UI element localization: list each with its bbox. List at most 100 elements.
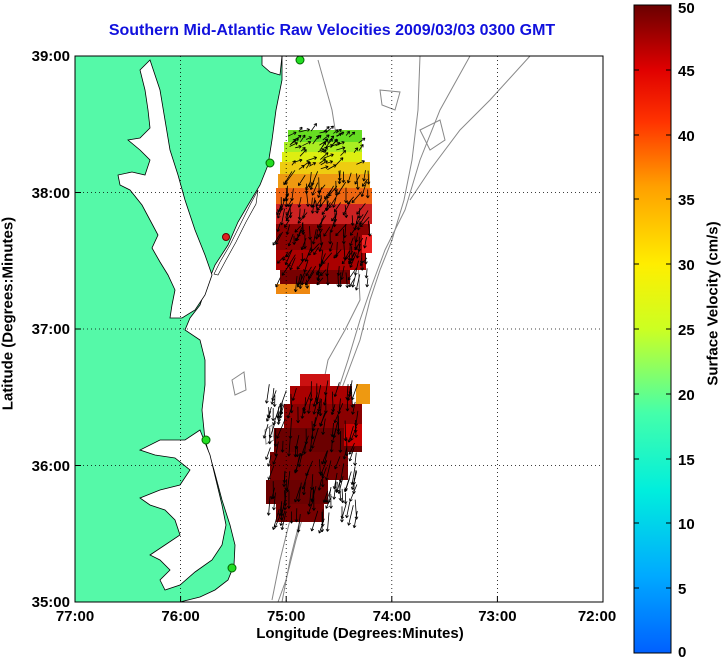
velocity-arrow: [345, 398, 350, 412]
barrier-lagoon: [213, 189, 259, 276]
velocity-arrow: [340, 506, 344, 523]
velocity-arrow: [272, 509, 280, 530]
velocity-arrow: [296, 482, 302, 502]
velocity-arrow: [333, 249, 342, 259]
velocity-arrow: [328, 195, 338, 209]
station-marker: [295, 56, 305, 65]
velocity-arrow: [276, 207, 282, 216]
velocity-arrow: [297, 208, 302, 220]
velocity-arrow: [365, 278, 370, 288]
velocity-arrow: [348, 278, 355, 288]
velocity-arrow: [366, 170, 371, 185]
velocity-arrow: [335, 479, 341, 493]
velocity-arrow: [299, 134, 306, 143]
velocity-arrow: [313, 246, 319, 256]
velocity-arrow: [280, 208, 285, 226]
velocity-arrow: [322, 392, 327, 406]
velocity-arrow: [287, 233, 294, 247]
velocity-arrow: [336, 416, 341, 433]
velocity-arrow: [320, 152, 329, 160]
velocity-arrow: [318, 398, 323, 417]
velocity-arrow: [357, 236, 362, 252]
colorbar-tick-label: 10: [678, 516, 695, 533]
y-tick-labels: 39:00 38:00 37:00 36:00 35:00: [32, 48, 70, 611]
velocity-arrow: [265, 447, 271, 460]
velocity-arrow: [302, 391, 312, 412]
colorbar-tick-label: 0: [678, 644, 686, 659]
velocity-arrow: [359, 252, 364, 264]
velocity-arrow: [306, 156, 318, 162]
velocity-arrow: [350, 215, 355, 226]
velocity-arrow: [317, 148, 325, 153]
velocity-arrow: [295, 446, 300, 458]
velocity-arrow: [311, 417, 316, 432]
velocity-arrow: [362, 170, 366, 182]
velocity-arrow: [284, 219, 290, 228]
velocity-arrow: [363, 253, 368, 265]
velocity-arrow: [356, 160, 365, 165]
velocity-arrow: [361, 178, 368, 187]
velocity-arrow: [282, 471, 287, 488]
velocity-arrow: [316, 198, 327, 211]
velocity-arrow: [309, 162, 317, 167]
velocity-arrow: [279, 390, 287, 408]
velocity-arrow: [320, 160, 328, 166]
velocity-arrow: [300, 275, 305, 286]
velocity-arrow: [294, 486, 301, 503]
velocity-arrow: [346, 172, 352, 184]
velocity-arrow: [331, 391, 336, 413]
velocity-arrow: [322, 134, 330, 141]
velocity-arrow: [321, 467, 327, 479]
velocity-arrow: [264, 384, 270, 404]
velocity-arrow: [322, 490, 329, 503]
velocity-arrow: [289, 138, 299, 146]
x-tick-label: 72:00: [578, 608, 616, 625]
velocity-arrow: [310, 510, 319, 532]
velocity-arrow: [325, 138, 333, 148]
velocity-arrow: [327, 164, 337, 170]
velocity-arrow: [342, 244, 347, 261]
velocity-arrow: [352, 477, 356, 495]
velocity-arrow: [289, 257, 296, 271]
velocity-arrow: [328, 242, 334, 252]
colorbar-gradient: [633, 4, 672, 654]
velocity-arrow: [266, 406, 272, 418]
velocity-arrow: [343, 492, 348, 505]
velocity-arrow: [363, 236, 367, 249]
velocity-arrow: [288, 417, 293, 439]
velocity-arrow: [305, 460, 313, 477]
velocity-arrow: [350, 225, 358, 236]
velocity-arrow: [267, 465, 275, 481]
velocity-arrow: [275, 277, 281, 288]
velocity-arrow: [356, 203, 366, 215]
velocity-arrow: [304, 247, 312, 262]
delaware-bay: [261, 56, 283, 76]
velocity-arrow: [334, 456, 341, 470]
velocity-arrow: [323, 153, 334, 159]
x-tick-labels: 77:00 76:00 75:00 74:00 73:00 72:00: [56, 608, 616, 625]
velocity-arrow: [335, 141, 345, 147]
velocity-arrow: [282, 251, 289, 261]
velocity-arrow: [292, 235, 297, 245]
velocity-arrow: [272, 454, 278, 465]
velocity-arrow: [347, 505, 354, 526]
velocity-arrow: [355, 173, 360, 190]
colorbar-tick-label: 40: [678, 128, 695, 145]
x-axis-label: Longitude (Degrees:Minutes): [256, 625, 464, 642]
velocity-arrow: [312, 397, 319, 415]
velocity-arrow: [331, 213, 338, 222]
x-tick-label: 76:00: [161, 608, 199, 625]
velocity-arrow: [306, 192, 310, 207]
velocity-arrow: [348, 131, 356, 138]
velocity-arrow: [317, 479, 322, 491]
velocity-arrow: [280, 440, 285, 453]
velocity-arrow: [293, 275, 298, 293]
velocity-arrow: [326, 160, 333, 164]
velocity-arrow: [341, 171, 346, 183]
velocity-arrow: [272, 395, 277, 407]
chart-title: Southern Mid-Atlantic Raw Velocities 200…: [108, 22, 556, 39]
velocity-arrow: [330, 138, 338, 148]
pamlico-sound: [138, 429, 227, 591]
velocity-arrow: [271, 481, 276, 499]
velocity-arrow: [297, 197, 302, 208]
